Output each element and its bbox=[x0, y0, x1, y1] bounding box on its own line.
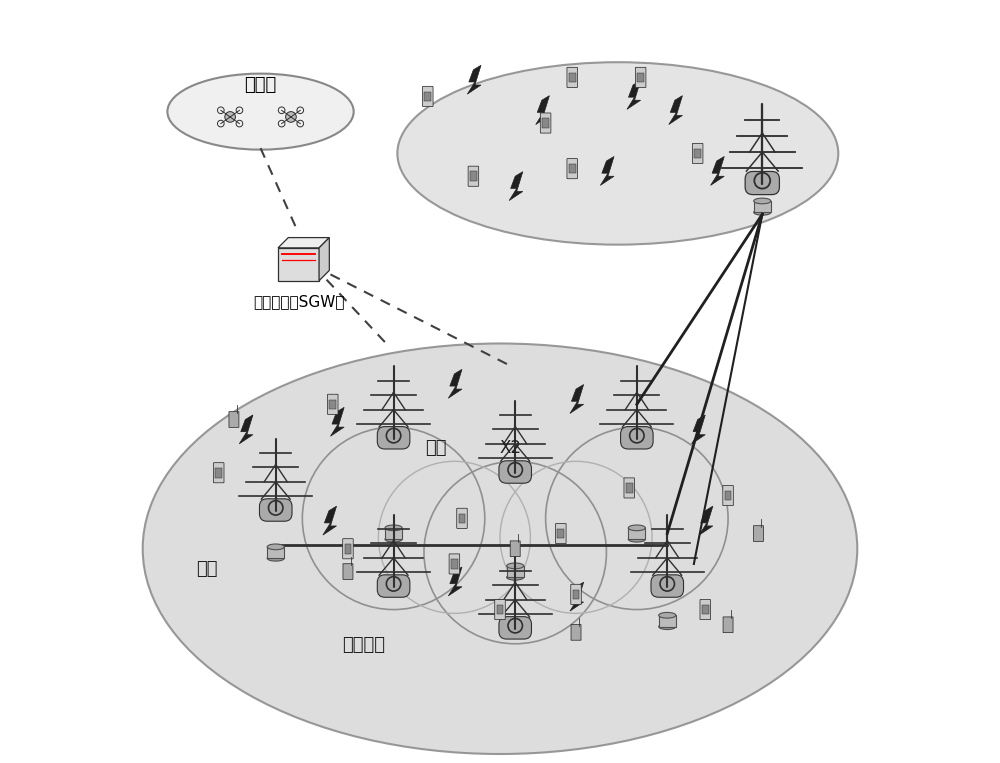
FancyBboxPatch shape bbox=[723, 485, 733, 506]
Ellipse shape bbox=[267, 555, 284, 561]
Bar bbox=[542, 118, 549, 128]
Ellipse shape bbox=[167, 73, 354, 150]
Ellipse shape bbox=[754, 210, 771, 215]
FancyBboxPatch shape bbox=[343, 564, 353, 579]
Polygon shape bbox=[699, 506, 713, 535]
Ellipse shape bbox=[397, 63, 838, 245]
Circle shape bbox=[286, 111, 296, 122]
FancyBboxPatch shape bbox=[567, 67, 577, 88]
Text: 缓存数据: 缓存数据 bbox=[342, 636, 385, 654]
Polygon shape bbox=[509, 172, 523, 201]
Polygon shape bbox=[239, 415, 253, 444]
Bar bbox=[754, 201, 771, 212]
Text: 核心网: 核心网 bbox=[244, 76, 277, 94]
Polygon shape bbox=[627, 80, 641, 109]
Bar bbox=[569, 164, 576, 173]
FancyBboxPatch shape bbox=[621, 427, 653, 449]
Bar bbox=[345, 544, 351, 553]
FancyBboxPatch shape bbox=[327, 394, 338, 414]
Bar bbox=[637, 72, 644, 82]
Bar bbox=[557, 529, 564, 539]
Bar bbox=[573, 590, 579, 599]
Bar bbox=[215, 468, 222, 478]
Ellipse shape bbox=[507, 563, 524, 568]
FancyBboxPatch shape bbox=[499, 617, 531, 639]
FancyBboxPatch shape bbox=[495, 600, 505, 620]
FancyBboxPatch shape bbox=[651, 575, 684, 597]
Polygon shape bbox=[570, 582, 584, 611]
Bar bbox=[569, 72, 576, 82]
Ellipse shape bbox=[628, 536, 645, 542]
Bar bbox=[694, 149, 701, 158]
Ellipse shape bbox=[507, 575, 524, 580]
Bar bbox=[470, 172, 477, 181]
FancyBboxPatch shape bbox=[377, 427, 410, 449]
Bar bbox=[459, 513, 465, 523]
FancyBboxPatch shape bbox=[457, 508, 467, 529]
FancyBboxPatch shape bbox=[229, 412, 239, 427]
Polygon shape bbox=[278, 248, 319, 281]
Bar bbox=[507, 566, 524, 578]
Polygon shape bbox=[536, 95, 549, 124]
FancyBboxPatch shape bbox=[213, 462, 224, 483]
Polygon shape bbox=[330, 407, 344, 436]
FancyBboxPatch shape bbox=[700, 600, 711, 620]
FancyBboxPatch shape bbox=[567, 159, 577, 179]
Bar bbox=[385, 528, 402, 539]
FancyBboxPatch shape bbox=[571, 625, 581, 640]
Bar bbox=[497, 605, 503, 614]
FancyBboxPatch shape bbox=[377, 575, 410, 597]
Ellipse shape bbox=[659, 613, 676, 618]
FancyBboxPatch shape bbox=[624, 478, 635, 498]
Ellipse shape bbox=[385, 536, 402, 542]
FancyBboxPatch shape bbox=[259, 499, 292, 521]
Polygon shape bbox=[448, 567, 462, 596]
Text: 服务网关（SGW）: 服务网关（SGW） bbox=[253, 294, 344, 309]
FancyBboxPatch shape bbox=[468, 166, 479, 186]
Bar bbox=[424, 92, 431, 101]
Polygon shape bbox=[600, 156, 614, 185]
Bar bbox=[659, 615, 676, 626]
FancyBboxPatch shape bbox=[499, 461, 531, 483]
Polygon shape bbox=[278, 237, 329, 248]
FancyBboxPatch shape bbox=[343, 539, 353, 559]
FancyBboxPatch shape bbox=[745, 172, 779, 195]
Polygon shape bbox=[323, 506, 337, 535]
FancyBboxPatch shape bbox=[556, 523, 566, 543]
Circle shape bbox=[225, 111, 235, 122]
FancyBboxPatch shape bbox=[540, 113, 551, 133]
Bar bbox=[329, 400, 336, 409]
FancyBboxPatch shape bbox=[692, 143, 703, 163]
Bar bbox=[267, 547, 284, 559]
FancyBboxPatch shape bbox=[571, 584, 581, 604]
Polygon shape bbox=[319, 237, 329, 281]
Ellipse shape bbox=[143, 343, 857, 754]
Bar bbox=[725, 491, 731, 501]
Bar bbox=[628, 528, 645, 539]
Polygon shape bbox=[570, 385, 584, 414]
FancyBboxPatch shape bbox=[449, 554, 460, 574]
FancyBboxPatch shape bbox=[635, 67, 646, 88]
Polygon shape bbox=[467, 66, 481, 94]
Text: 终端: 终端 bbox=[197, 560, 218, 578]
Polygon shape bbox=[669, 95, 682, 124]
Polygon shape bbox=[711, 156, 724, 185]
Bar bbox=[626, 483, 633, 493]
FancyBboxPatch shape bbox=[723, 617, 733, 633]
Ellipse shape bbox=[267, 544, 284, 549]
Polygon shape bbox=[692, 415, 705, 444]
Ellipse shape bbox=[385, 525, 402, 531]
Ellipse shape bbox=[628, 525, 645, 531]
Bar bbox=[451, 559, 458, 568]
FancyBboxPatch shape bbox=[753, 526, 763, 542]
FancyBboxPatch shape bbox=[423, 86, 433, 107]
Text: X2: X2 bbox=[500, 439, 522, 456]
Ellipse shape bbox=[659, 624, 676, 629]
FancyBboxPatch shape bbox=[510, 541, 520, 556]
Bar bbox=[702, 605, 709, 614]
Ellipse shape bbox=[754, 198, 771, 204]
Text: 基站: 基站 bbox=[425, 439, 446, 456]
Polygon shape bbox=[448, 369, 462, 398]
